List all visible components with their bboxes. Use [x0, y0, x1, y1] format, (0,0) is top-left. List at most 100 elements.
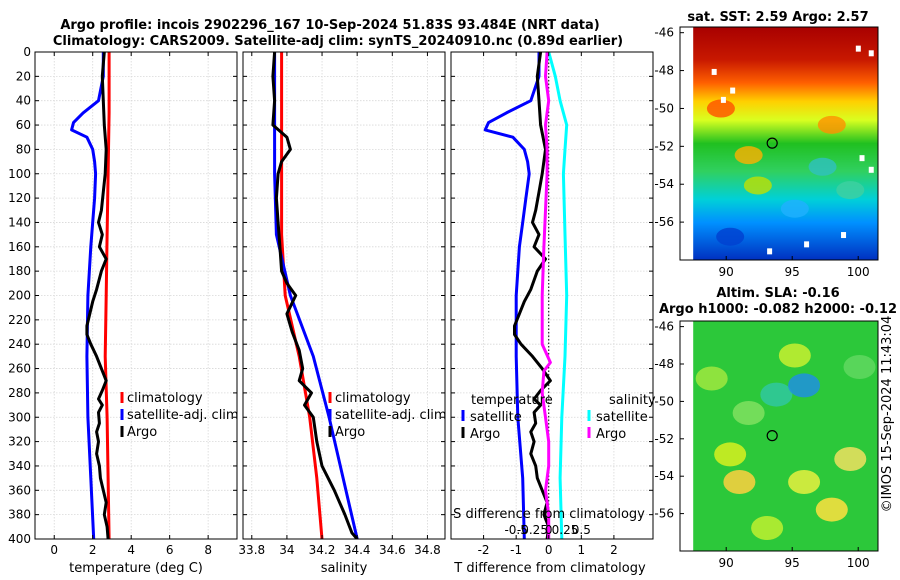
x-tick-label: 8 — [204, 543, 212, 557]
series-group — [70, 52, 111, 539]
x-tick-top-label: 0.5 — [572, 523, 591, 537]
sst-texture-blob — [817, 115, 846, 134]
legend-label: satellite — [596, 410, 648, 425]
sla-texture-blob — [714, 442, 747, 467]
y-tick-label: 200 — [8, 289, 31, 303]
y-tick-label: 120 — [8, 191, 31, 205]
legend-title-salinity: salinity — [609, 393, 656, 408]
legend-label: Argo — [470, 427, 500, 442]
figure-title-line2: Climatology: CARS2009. Satellite-adj cli… — [53, 34, 623, 49]
y-tick-label: 160 — [8, 240, 31, 254]
map-x-tick-label: 95 — [785, 556, 800, 570]
x-tick-label: 2 — [610, 543, 618, 557]
credit-text: ©IMOS 15-Sep-2024 11:43:04 — [880, 316, 895, 513]
x-tick-label: 34.4 — [344, 543, 371, 557]
y-tick-label: 0 — [23, 45, 31, 59]
sla-texture-blob — [788, 470, 821, 494]
grid-lines — [451, 51, 653, 540]
map-y-tick-label: -52 — [654, 432, 674, 446]
figure-title-line1: Argo profile: incois 2902296_167 10-Sep-… — [60, 18, 599, 33]
x-tick-label: 4 — [127, 543, 135, 557]
difference-xlabel: T difference from climatology — [453, 561, 646, 576]
series-line-temperature-satellite — [483, 52, 541, 539]
x-tick-label: -1 — [510, 543, 522, 557]
x-tick-label: 2 — [89, 543, 97, 557]
map-y-tick-label: -48 — [654, 64, 674, 78]
x-tick-top-label: -0.25 — [517, 523, 548, 537]
sst-field-fill — [693, 27, 878, 260]
map-y-tick-label: -46 — [654, 26, 674, 40]
sst-texture-blob — [836, 181, 865, 200]
x-tick-top-label: 0.25 — [552, 523, 579, 537]
series-line-climatology — [103, 52, 111, 539]
x-tick-label: 33.8 — [238, 543, 265, 557]
x-tick-top-label: -0.5 — [504, 523, 527, 537]
y-tick-label: 340 — [8, 459, 31, 473]
y-tick-label: 360 — [8, 483, 31, 497]
map-frame — [679, 26, 879, 261]
map-x-tick-label: 100 — [847, 556, 870, 570]
map-y-tick-label: -50 — [654, 394, 674, 408]
y-tick-label: 260 — [8, 362, 31, 376]
argo-position-marker — [766, 137, 778, 149]
sst-texture-blob — [780, 199, 809, 218]
x-tick-label: 34 — [279, 543, 294, 557]
legend-label: satellite-adj. clim — [127, 408, 239, 423]
series-line-argo — [85, 52, 110, 539]
sla-map-title-1: Altim. SLA: -0.16 — [716, 286, 839, 301]
argo-position-marker — [766, 430, 778, 442]
sla-texture-blob — [815, 497, 848, 522]
sla-texture-blob — [760, 382, 793, 407]
map-y-tick-label: -54 — [654, 177, 674, 191]
x-tick-label: 1 — [578, 543, 586, 557]
series-line-satellite-adj-clim — [70, 52, 105, 539]
legend: climatology satellite-adj. clim Argo — [120, 391, 239, 440]
sla-field — [693, 321, 878, 551]
sla-texture-blob — [695, 366, 728, 391]
y-tick-label: 280 — [8, 386, 31, 400]
sst-field — [693, 27, 878, 260]
map-frame — [679, 320, 879, 552]
y-tick-label: 180 — [8, 264, 31, 278]
series-line-temperature-argo — [513, 52, 552, 539]
sst-cloud-gap — [720, 96, 726, 103]
map-y-tick-label: -54 — [654, 469, 674, 483]
legend-label: satellite — [470, 410, 522, 425]
map-y-tick-label: -52 — [654, 139, 674, 153]
sst-cloud-gap — [859, 155, 865, 162]
map-y-tick-label: -56 — [654, 215, 674, 229]
legend-title-temperature: temperature — [471, 393, 553, 408]
sst-map: 90 95 100 -46 -48 -50 -52 -54 -56 — [654, 26, 879, 279]
map-x-tick-label: 90 — [719, 265, 734, 279]
sst-cloud-gap — [868, 50, 874, 57]
x-tick-label: 34.2 — [309, 543, 336, 557]
legend-label: Argo — [335, 425, 365, 440]
sst-cloud-gap — [868, 166, 874, 173]
sla-texture-blob — [788, 373, 821, 398]
x-tick-label: 34.8 — [414, 543, 441, 557]
sst-cloud-gap — [855, 45, 861, 52]
y-tick-label: 60 — [16, 118, 31, 132]
series-group — [271, 52, 359, 539]
y-tick-label: 320 — [8, 435, 31, 449]
sst-cloud-gap — [841, 232, 847, 239]
map-x-tick-label: 95 — [785, 265, 800, 279]
legend-label: Argo — [596, 427, 626, 442]
x-tick-label: 34.6 — [379, 543, 406, 557]
map-y-tick-label: -46 — [654, 320, 674, 334]
sla-texture-blob — [723, 470, 756, 494]
salinity-xlabel: salinity — [321, 561, 368, 576]
map-y-tick-label: -56 — [654, 507, 674, 521]
sla-texture-blob — [834, 447, 867, 471]
sst-texture-blob — [734, 146, 763, 165]
sst-texture-blob — [706, 99, 735, 118]
legend-label: climatology — [335, 391, 411, 406]
sst-cloud-gap — [711, 68, 717, 75]
x-tick-label: 6 — [166, 543, 174, 557]
map-x-tick-label: 100 — [847, 265, 870, 279]
salinity-panel: 33.8 34 34.2 34.4 34.6 34.8 climatology satelli… — [238, 51, 447, 557]
x-tick-label: 0 — [50, 543, 58, 557]
sla-map: 90 95 100 -46 -48 -50 -52 -54 -56 — [654, 320, 879, 570]
